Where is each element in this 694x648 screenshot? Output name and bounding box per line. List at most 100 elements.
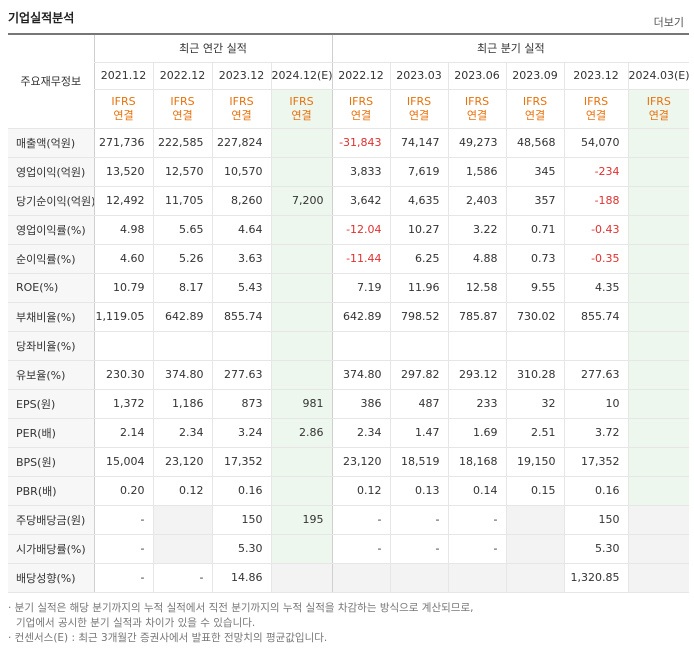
row-label: 배당성향(%) — [8, 563, 94, 593]
table-cell — [270, 360, 333, 390]
row-label: 부채비율(%) — [8, 301, 94, 332]
accounting-standard: IFRS 연결 — [331, 89, 391, 129]
table-cell: 11.96 — [389, 273, 449, 303]
table-cell: 19,150 — [505, 447, 565, 477]
table-cell: 730.02 — [505, 301, 565, 332]
table-cell: 2.14 — [93, 418, 153, 448]
table-cell: - — [152, 563, 212, 593]
table-cell: 195 — [270, 504, 333, 535]
period-header: 2023.12 — [563, 62, 629, 90]
table-cell — [627, 476, 690, 506]
table-cell: 10.79 — [93, 273, 153, 303]
table-cell: 10,570 — [211, 157, 271, 187]
table-cell — [152, 504, 212, 535]
table-cell: 4.60 — [93, 244, 153, 274]
table-cell: 297.82 — [389, 360, 449, 390]
table-cell: 23,120 — [331, 447, 391, 477]
table-cell: 293.12 — [447, 360, 507, 390]
accounting-standard: IFRS 연결 — [563, 89, 629, 129]
table-cell — [331, 331, 391, 361]
period-header: 2024.12(E) — [270, 62, 333, 90]
ifrs-label: IFRS — [289, 94, 314, 108]
table-cell — [270, 127, 333, 158]
table-cell — [447, 563, 507, 593]
row-label: BPS(원) — [8, 447, 94, 477]
table-cell: 642.89 — [331, 301, 391, 332]
table-cell: 277.63 — [211, 360, 271, 390]
table-cell: 74,147 — [389, 127, 449, 158]
row-label: EPS(원) — [8, 388, 94, 419]
more-link[interactable]: 더보기 — [653, 16, 684, 29]
consolidated-label: 연결 — [172, 108, 193, 122]
table-cell — [627, 388, 690, 419]
table-cell: 4.64 — [211, 214, 271, 245]
annual-group-header: 최근 연간 실적 — [93, 34, 333, 63]
table-row: 영업이익률(%) 4.98 5.65 4.64 -12.04 10.27 3.22 0.71-… — [8, 214, 690, 245]
table-cell: 227,824 — [211, 127, 271, 158]
table-cell: 0.14 — [447, 476, 507, 506]
ifrs-label: IFRS — [229, 94, 254, 108]
footnotes: · 분기 실적은 해당 분기까지의 누적 실적에서 직전 분기까지의 누적 실적… — [8, 601, 473, 646]
table-cell: -0.35 — [563, 244, 629, 274]
table-cell — [627, 244, 690, 274]
table-cell: 15,004 — [93, 447, 153, 477]
section-header: 기업실적분석 더보기 — [0, 0, 694, 34]
table-cell: 1.47 — [389, 418, 449, 448]
table-cell: 12.58 — [447, 273, 507, 303]
table-cell: 14.86 — [211, 563, 271, 593]
table-cell: 5.26 — [152, 244, 212, 274]
financial-table: 주요재무정보 최근 연간 실적 최근 분기 실적 2021.12 2022.12 2… — [8, 33, 690, 593]
accounting-standard: IFRS 연결 — [389, 89, 449, 129]
table-cell: 10 — [563, 388, 629, 419]
table-row: 시가배당률(%) -5.30- - -5.30 — [8, 534, 690, 564]
quarter-group-header: 최근 분기 실적 — [331, 34, 690, 63]
table-cell — [270, 563, 333, 593]
table-cell: 3,833 — [331, 157, 391, 187]
table-cell: 233 — [447, 388, 507, 419]
table-cell: 3.72 — [563, 418, 629, 448]
row-label: 주당배당금(원) — [8, 504, 94, 535]
table-cell: 3.24 — [211, 418, 271, 448]
table-cell: 49,273 — [447, 127, 507, 158]
table-row: PER(배) 2.14 2.34 3.24 2.86 2.34 1.47 1.69 2.51 3.… — [8, 418, 690, 448]
table-cell — [627, 127, 690, 158]
table-cell: 0.16 — [211, 476, 271, 506]
table-cell — [627, 186, 690, 216]
ifrs-label: IFRS — [170, 94, 195, 108]
table-cell — [505, 563, 565, 593]
table-cell — [270, 214, 333, 245]
table-cell: 7,619 — [389, 157, 449, 187]
table-cell: 386 — [331, 388, 391, 419]
row-label: PER(배) — [8, 418, 94, 448]
table-cell — [627, 447, 690, 477]
consolidated-label: 연결 — [466, 108, 488, 122]
table-cell: 17,352 — [211, 447, 271, 477]
table-cell: - — [93, 504, 153, 535]
table-cell: - — [447, 534, 507, 564]
table-cell — [93, 331, 153, 361]
table-cell — [270, 447, 333, 477]
table-cell: 5.30 — [563, 534, 629, 564]
table-cell: 1,186 — [152, 388, 212, 419]
table-cell: - — [93, 563, 153, 593]
table-cell: 4,635 — [389, 186, 449, 216]
table-cell: 642.89 — [152, 301, 212, 332]
table-cell: 855.74 — [211, 301, 271, 332]
table-cell: - — [331, 504, 391, 535]
table-row: 유보율(%) 230.30 374.80 277.63 374.80 297.82 293.… — [8, 360, 690, 390]
table-cell: 2.51 — [505, 418, 565, 448]
table-cell: 5.30 — [211, 534, 271, 564]
table-cell: - — [389, 504, 449, 535]
table-cell: 981 — [270, 388, 333, 419]
ifrs-label: IFRS — [348, 94, 374, 108]
table-cell — [627, 157, 690, 187]
row-label: 순이익률(%) — [8, 244, 94, 274]
table-row: 매출액(억원) 271,736 222,585 227,824 -31,843 74,14… — [8, 127, 690, 158]
table-cell: 7.19 — [331, 273, 391, 303]
table-cell: 32 — [505, 388, 565, 419]
period-header: 2022.12 — [152, 62, 212, 90]
table-cell: 3.63 — [211, 244, 271, 274]
table-cell: 487 — [389, 388, 449, 419]
table-row: 부채비율(%) 1,119.05 642.89 855.74 642.89 798.52 7… — [8, 301, 690, 332]
table-cell: 0.16 — [563, 476, 629, 506]
